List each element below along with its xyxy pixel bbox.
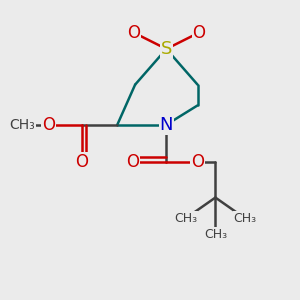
Text: CH₃: CH₃ bbox=[9, 118, 35, 132]
Text: CH₃: CH₃ bbox=[204, 228, 227, 241]
Text: O: O bbox=[127, 24, 140, 42]
Text: N: N bbox=[160, 116, 173, 134]
Text: O: O bbox=[191, 153, 204, 171]
Text: CH₃: CH₃ bbox=[174, 212, 197, 225]
Text: O: O bbox=[75, 153, 88, 171]
Text: O: O bbox=[42, 116, 56, 134]
Text: CH₃: CH₃ bbox=[233, 212, 257, 225]
Text: S: S bbox=[161, 40, 172, 58]
Text: O: O bbox=[126, 153, 139, 171]
Text: O: O bbox=[193, 24, 206, 42]
